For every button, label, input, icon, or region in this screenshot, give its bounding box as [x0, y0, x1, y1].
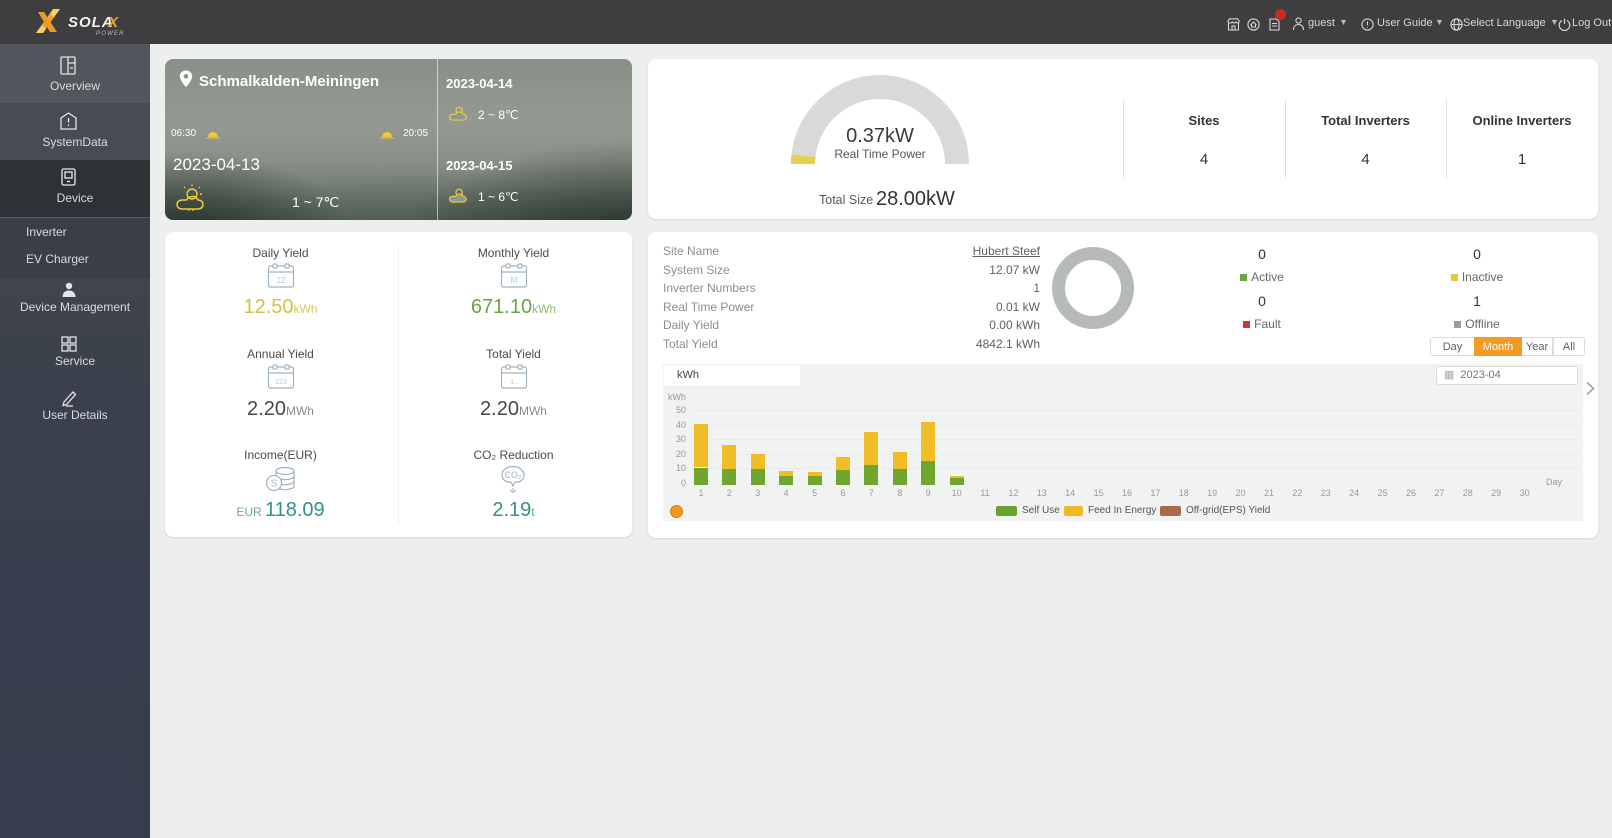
- svg-text:X: X: [107, 14, 119, 31]
- svg-text:POWER: POWER: [96, 31, 125, 37]
- svg-text:SOLA: SOLA: [68, 14, 114, 31]
- svg-text:S: S: [271, 479, 278, 490]
- svg-text:1..: 1..: [510, 379, 518, 386]
- svg-text:M: M: [511, 276, 518, 285]
- svg-text:CO₂: CO₂: [505, 470, 523, 480]
- svg-text:12: 12: [277, 276, 286, 285]
- svg-text:123: 123: [275, 379, 287, 386]
